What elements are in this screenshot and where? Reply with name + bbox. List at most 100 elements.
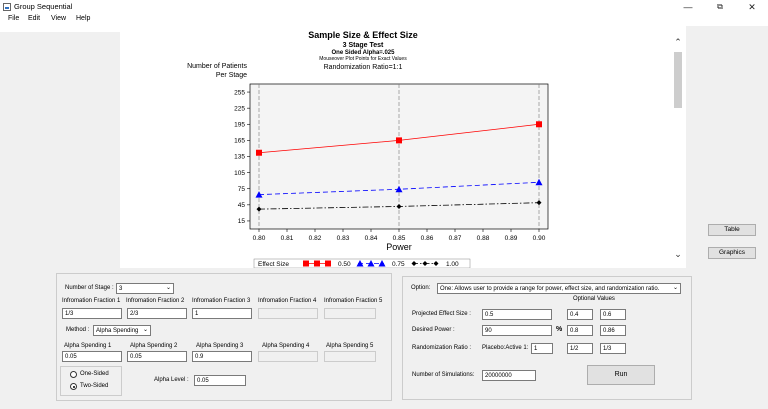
legend-marker-1-2 xyxy=(378,260,386,267)
info-fraction-5-input xyxy=(324,308,376,319)
menu-help[interactable]: Help xyxy=(76,15,91,22)
legend-marker-1-0 xyxy=(356,260,364,267)
menu-file[interactable]: File xyxy=(8,15,20,22)
restore-icon[interactable]: ⧉ xyxy=(717,2,723,11)
chart-mouseover-note: Mouseover Plot Points for Exact Values xyxy=(319,56,407,62)
alpha-spending-2-input[interactable]: 0.05 xyxy=(127,351,187,362)
alpha-level-input[interactable]: 0.05 xyxy=(194,375,246,386)
x-tick-label-8: 0.88 xyxy=(477,235,490,242)
option-select[interactable]: One: Allows user to provide a range for … xyxy=(437,283,681,294)
x-tick-label-2: 0.82 xyxy=(309,235,322,242)
legend-label-0: 0.50 xyxy=(338,261,351,268)
simulations-input[interactable]: 20000000 xyxy=(482,370,536,381)
chart-ratio-label: Randomization Ratio=1:1 xyxy=(324,64,403,71)
percent-sign: % xyxy=(556,326,563,333)
ratio-label: Randomization Ratio : xyxy=(412,345,472,351)
run-button[interactable]: Run xyxy=(587,365,655,385)
data-point-s0-1 xyxy=(396,137,402,144)
ratio-input[interactable]: 1 xyxy=(531,343,553,354)
y-axis-label-line2: Per Stage xyxy=(216,72,247,79)
title-bar: Group Sequential — ⧉ ✕ xyxy=(0,0,768,14)
ratio-opt-2-input[interactable]: 1/3 xyxy=(600,343,626,354)
chart-area: Sample Size & Effect Size 3 Stage Test O… xyxy=(0,26,686,269)
y-tick-label-6: 195 xyxy=(234,121,245,128)
ratio-opt-1-input[interactable]: 1/2 xyxy=(567,343,593,354)
y-tick-label-7: 225 xyxy=(234,105,245,112)
x-tick-label-4: 0.84 xyxy=(365,235,378,242)
power-label: Desired Power : xyxy=(412,327,455,333)
optional-values-label: Optional Values xyxy=(573,296,615,302)
two-sided-label: Two-Sided xyxy=(80,383,109,389)
legend-marker-1-1 xyxy=(367,260,375,267)
effect-size-input[interactable]: 0.5 xyxy=(482,309,552,320)
info-fraction-4-label: Infromation Fraction 4 xyxy=(258,298,317,304)
power-opt-2-input[interactable]: 0.86 xyxy=(600,325,626,336)
alpha-spending-5-label: Alpha Spending 5 xyxy=(326,343,374,349)
num-stage-label: Number of Stage : xyxy=(65,285,114,291)
scrollbar-thumb[interactable] xyxy=(674,52,682,108)
data-point-s1-2 xyxy=(535,178,543,186)
data-point-s2-2 xyxy=(536,200,542,206)
power-opt-1-input[interactable]: 0.8 xyxy=(567,325,593,336)
y-tick-label-8: 255 xyxy=(234,89,245,96)
legend-marker-0-2 xyxy=(325,260,331,267)
chart-subtitle: 3 Stage Test xyxy=(343,42,384,49)
table-button[interactable]: Table xyxy=(708,224,756,236)
chart-alpha-note: One Sided Alpha=.025 xyxy=(332,50,396,56)
data-point-s0-0 xyxy=(256,149,262,156)
effect-size-opt-1-input[interactable]: 0.4 xyxy=(567,309,593,320)
scroll-up-icon[interactable]: ⌃ xyxy=(674,37,682,47)
alpha-spending-5-input xyxy=(324,351,376,362)
x-tick-label-6: 0.86 xyxy=(421,235,434,242)
info-fraction-3-input[interactable]: 1 xyxy=(192,308,252,319)
x-tick-label-10: 0.90 xyxy=(533,235,546,242)
close-icon[interactable]: ✕ xyxy=(748,2,756,12)
data-point-s0-2 xyxy=(536,121,542,128)
sample-size-chart: Sample Size & Effect Size 3 Stage Test O… xyxy=(0,30,549,269)
x-axis-label: Power xyxy=(386,242,412,252)
y-tick-label-3: 105 xyxy=(234,170,245,177)
alpha-spending-4-input xyxy=(258,351,318,362)
method-select[interactable]: Alpha Spending ⌄ xyxy=(93,325,151,336)
app-icon xyxy=(3,3,11,11)
y-tick-label-1: 45 xyxy=(238,202,246,209)
alpha-level-label: Alpha Level : xyxy=(154,377,189,383)
effect-size-label: Projected Effect Size : xyxy=(412,311,471,317)
menu-view[interactable]: View xyxy=(51,15,67,22)
info-fraction-2-input[interactable]: 2/3 xyxy=(127,308,187,319)
placebo-active-label: Placebo:Active 1: xyxy=(482,345,529,351)
info-fraction-1-label: Infromation Fraction 1 xyxy=(62,298,121,304)
minimize-icon[interactable]: — xyxy=(683,2,693,12)
legend-title: Effect Size xyxy=(258,261,289,268)
x-tick-label-9: 0.89 xyxy=(505,235,518,242)
one-sided-radio[interactable] xyxy=(70,371,77,378)
scroll-down-icon[interactable]: ⌄ xyxy=(674,249,682,259)
y-tick-label-0: 15 xyxy=(238,218,246,225)
option-label: Option: xyxy=(411,285,431,291)
alpha-spending-1-label: Alpha Spending 1 xyxy=(64,343,112,349)
x-tick-label-0: 0.80 xyxy=(253,235,266,242)
info-fraction-5-label: Infromation Fraction 5 xyxy=(324,298,383,304)
alpha-spending-1-input[interactable]: 0.05 xyxy=(62,351,122,362)
alpha-spending-3-input[interactable]: 0.9 xyxy=(192,351,252,362)
alpha-spending-4-label: Alpha Spending 4 xyxy=(262,343,310,349)
simulations-label: Number of Simulations: xyxy=(412,372,475,378)
effect-size-opt-2-input[interactable]: 0.6 xyxy=(600,309,626,320)
chart-left-gutter xyxy=(0,32,120,268)
chevron-down-icon: ⌄ xyxy=(165,285,171,291)
menu-edit[interactable]: Edit xyxy=(28,15,41,22)
data-point-s2-0 xyxy=(256,206,262,212)
y-tick-label-5: 165 xyxy=(234,138,245,145)
graphics-button[interactable]: Graphics xyxy=(708,247,756,259)
data-point-s1-0 xyxy=(255,191,263,198)
info-fraction-1-input[interactable]: 1/3 xyxy=(62,308,122,319)
menu-bar: File Edit View Help xyxy=(0,14,768,26)
num-stage-select[interactable]: 3 ⌄ xyxy=(116,283,174,294)
two-sided-radio[interactable] xyxy=(70,383,77,390)
chart-title: Sample Size & Effect Size xyxy=(308,30,418,40)
legend-label-2: 1.00 xyxy=(446,261,459,268)
y-tick-label-2: 75 xyxy=(238,186,246,193)
legend-marker-2-0 xyxy=(411,261,417,266)
power-input[interactable]: 90 xyxy=(482,325,552,336)
x-tick-label-7: 0.87 xyxy=(449,235,462,242)
